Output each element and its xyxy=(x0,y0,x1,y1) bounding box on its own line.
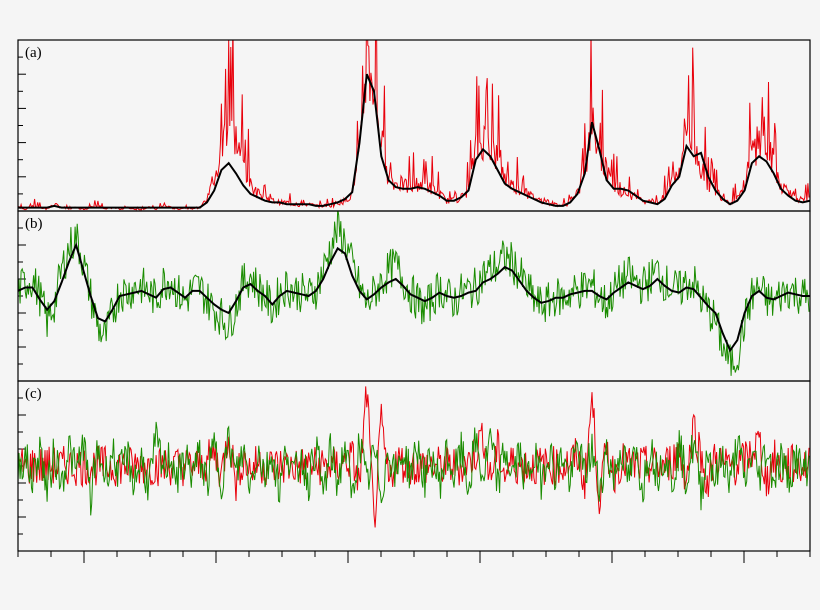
series-2-line xyxy=(18,73,810,209)
panel-label: (c) xyxy=(25,386,42,402)
panel-2: (b) xyxy=(17,210,811,382)
panel-1: (a) xyxy=(17,39,811,212)
panel-label: (a) xyxy=(25,45,42,61)
series-2-line xyxy=(18,421,810,516)
series-1-line xyxy=(18,211,810,376)
panel-3: (c) xyxy=(17,380,811,552)
panel-label: (b) xyxy=(25,216,43,232)
series-1-line xyxy=(18,40,810,211)
series-2-line xyxy=(18,242,810,353)
